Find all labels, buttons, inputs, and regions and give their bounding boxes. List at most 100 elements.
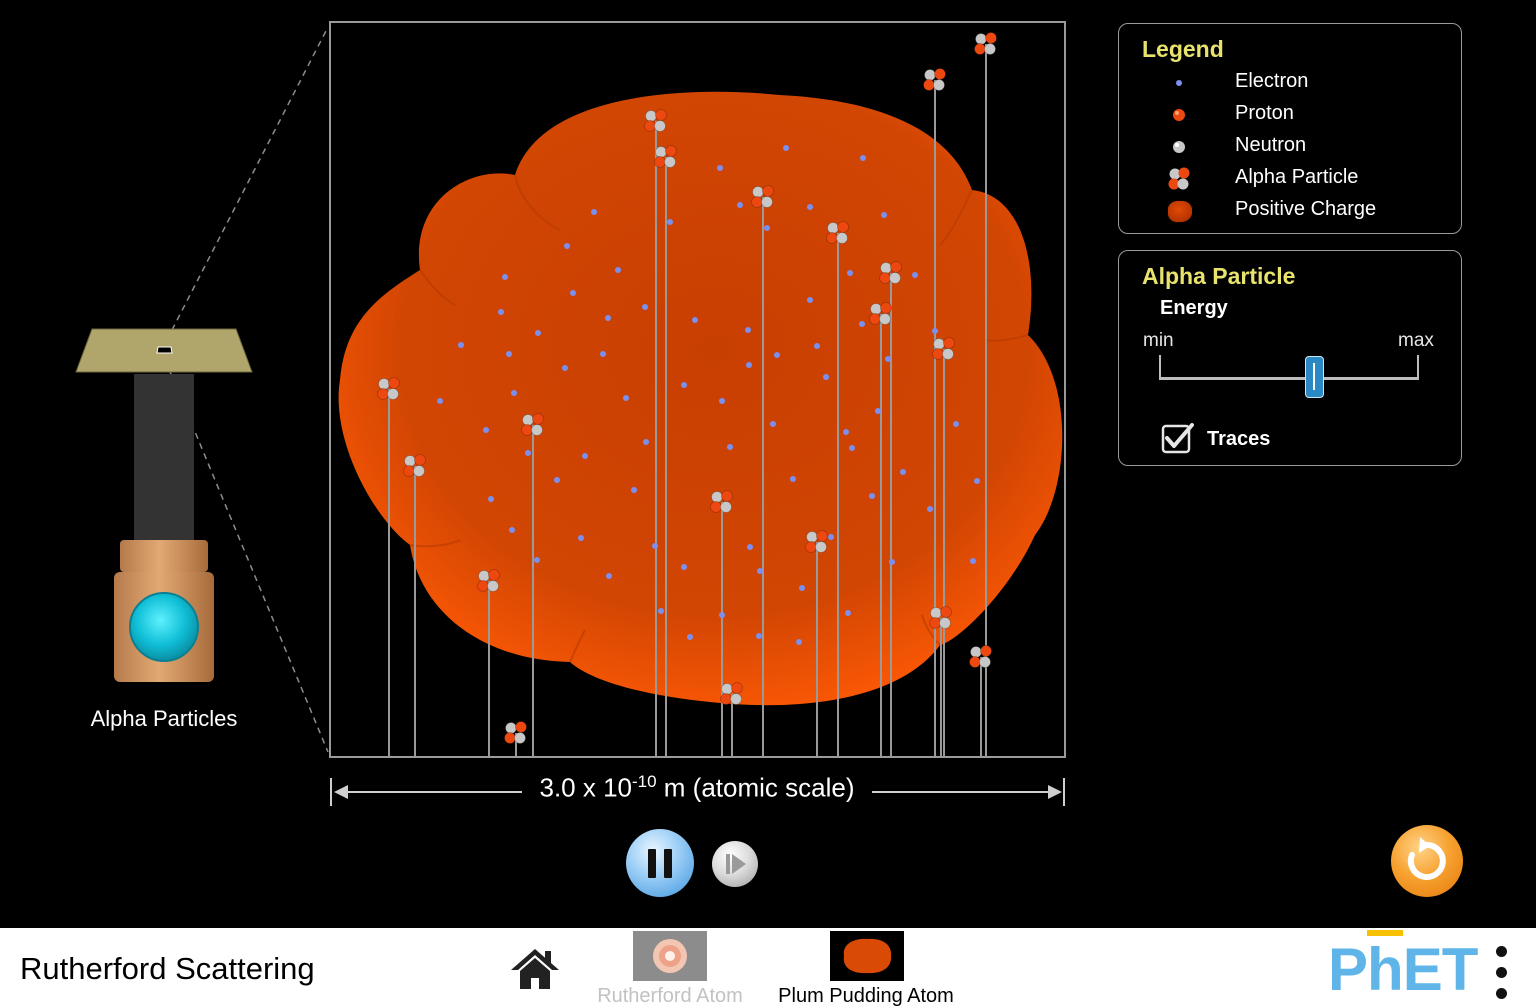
- electrons-layer: [437, 145, 980, 645]
- electron: [525, 450, 531, 456]
- electron: [498, 309, 504, 315]
- alpha-particle: [504, 721, 527, 744]
- energy-max-label: max: [1398, 330, 1434, 351]
- electron: [885, 356, 891, 362]
- alpha-particles-layer: [377, 32, 997, 744]
- phet-logo[interactable]: PhET: [1328, 930, 1478, 1003]
- positive-charge-icon: [1167, 200, 1193, 223]
- reset-all-button[interactable]: [1391, 825, 1463, 897]
- tab-plum-pudding-atom[interactable]: Plum Pudding Atom: [766, 931, 966, 1008]
- step-forward-button[interactable]: [712, 841, 758, 887]
- electron: [843, 429, 849, 435]
- electron: [483, 427, 489, 433]
- pause-button[interactable]: [626, 829, 694, 897]
- alpha-particles-label: Alpha Particles: [90, 706, 238, 731]
- alpha-particle-gun[interactable]: [114, 374, 214, 682]
- electron: [745, 327, 751, 333]
- tab-rutherford-atom-label: Rutherford Atom: [597, 985, 743, 1007]
- electron: [770, 421, 776, 427]
- electron: [875, 408, 881, 414]
- electron: [652, 543, 658, 549]
- electron: [591, 209, 597, 215]
- alpha-particle: [720, 682, 743, 705]
- traces-label: Traces: [1207, 428, 1271, 450]
- electron: [849, 445, 855, 451]
- electron: [643, 439, 649, 445]
- electron: [511, 390, 517, 396]
- electron: [667, 219, 673, 225]
- electron: [970, 558, 976, 564]
- electron: [605, 315, 611, 321]
- step-forward-icon: [726, 854, 746, 874]
- energy-slider-min-tick: [1159, 355, 1161, 379]
- rutherford-atom-thumbnail: [633, 931, 707, 981]
- alpha-particle: [403, 454, 426, 477]
- electron: [570, 290, 576, 296]
- electron: [502, 274, 508, 280]
- menu-icon[interactable]: [1494, 946, 1510, 1002]
- electron: [737, 202, 743, 208]
- electron: [488, 496, 494, 502]
- neutron-icon: [1173, 141, 1185, 153]
- electron: [974, 478, 980, 484]
- electron: [953, 421, 959, 427]
- alpha-particle: [654, 145, 677, 168]
- electron: [900, 469, 906, 475]
- legend-row-alpha-particle: Alpha Particle: [1119, 164, 1459, 194]
- electron: [606, 573, 612, 579]
- zoom-line-top: [171, 26, 329, 331]
- electron-icon: [1176, 80, 1182, 86]
- foil-target-marker: [156, 346, 173, 354]
- legend-row-neutron: Neutron: [1119, 132, 1459, 162]
- alpha-particle-panel: Alpha Particle Energy min max Traces: [1118, 250, 1462, 466]
- pause-icon: [648, 849, 656, 878]
- legend-row-electron: Electron: [1119, 68, 1459, 98]
- energy-label: Energy: [1160, 297, 1228, 319]
- electron: [807, 297, 813, 303]
- scale-label: 3.0 x 10-10 m (atomic scale): [522, 772, 872, 804]
- alpha-particle: [751, 185, 774, 208]
- electron: [807, 204, 813, 210]
- electron: [509, 527, 515, 533]
- legend-title: Legend: [1142, 36, 1224, 62]
- energy-slider-max-tick: [1417, 355, 1419, 379]
- electron: [578, 535, 584, 541]
- electron: [799, 585, 805, 591]
- alpha-panel-title: Alpha Particle: [1142, 263, 1296, 289]
- electron: [847, 270, 853, 276]
- electron: [562, 365, 568, 371]
- check-icon: [1165, 423, 1194, 448]
- electron: [912, 272, 918, 278]
- electron: [681, 382, 687, 388]
- electron: [719, 398, 725, 404]
- electron: [881, 212, 887, 218]
- tab-rutherford-atom[interactable]: Rutherford Atom: [570, 931, 770, 1008]
- electron: [687, 634, 693, 640]
- alpha-particle: [521, 413, 544, 436]
- tab-plum-pudding-atom-label: Plum Pudding Atom: [778, 985, 954, 1007]
- energy-slider-track[interactable]: [1159, 377, 1419, 380]
- electron: [796, 639, 802, 645]
- sim-title: Rutherford Scattering: [20, 951, 315, 986]
- alpha-particle: [644, 109, 667, 132]
- electron: [658, 608, 664, 614]
- electron: [814, 343, 820, 349]
- electron: [927, 506, 933, 512]
- electron: [642, 304, 648, 310]
- energy-slider-thumb[interactable]: [1304, 356, 1324, 398]
- alpha-particle-icon: [1168, 167, 1190, 190]
- energy-min-label: min: [1143, 330, 1174, 351]
- alpha-particle: [805, 530, 828, 553]
- plum-pudding-thumbnail: [830, 931, 904, 981]
- alpha-particle: [929, 606, 952, 629]
- electron: [746, 362, 752, 368]
- electron: [790, 476, 796, 482]
- traces-checkbox[interactable]: [1160, 421, 1194, 455]
- electron: [719, 612, 725, 618]
- electron: [615, 267, 621, 273]
- home-icon[interactable]: [509, 944, 561, 992]
- electron: [859, 321, 865, 327]
- electron: [458, 342, 464, 348]
- electron: [717, 165, 723, 171]
- electron: [756, 633, 762, 639]
